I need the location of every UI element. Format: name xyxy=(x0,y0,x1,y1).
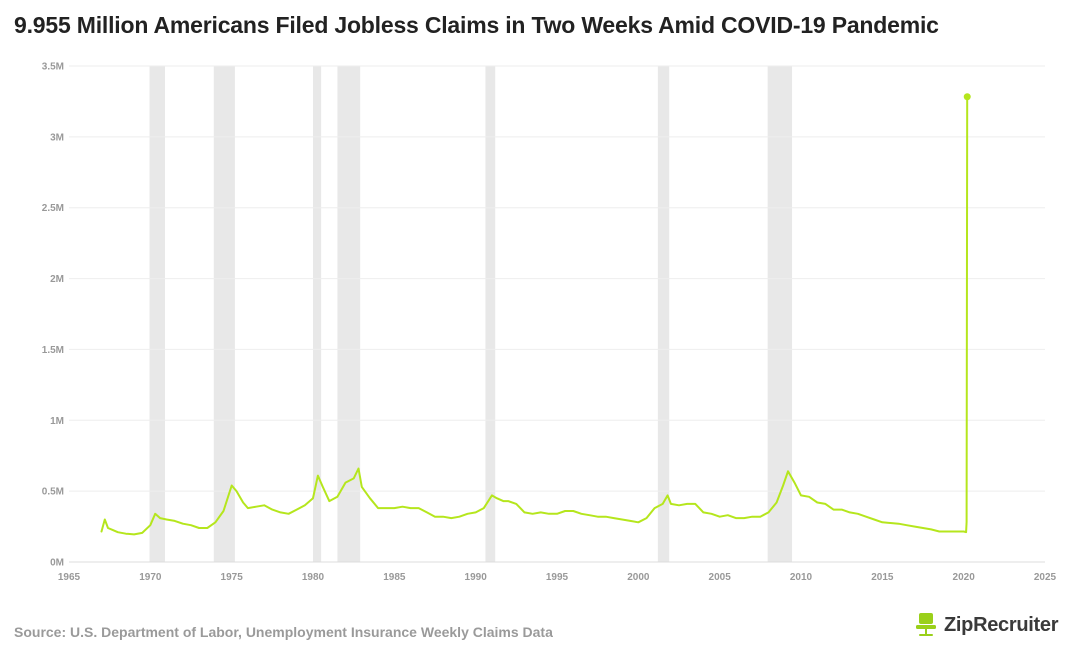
y-tick-label: 1.5M xyxy=(42,345,64,356)
x-tick-label: 2010 xyxy=(790,572,813,583)
x-tick-label: 1965 xyxy=(58,572,81,583)
x-tick-label: 1995 xyxy=(546,572,569,583)
x-axis-ticks: 1965 1970 1975 1980 1985 1990 1995 2000 2005 2010… xyxy=(58,572,1057,583)
x-tick-label: 1980 xyxy=(302,572,325,583)
y-tick-label: 0.5M xyxy=(42,487,64,498)
recession-band xyxy=(485,66,496,562)
x-tick-label: 2025 xyxy=(1034,572,1057,583)
logo-text: ZipRecruiter xyxy=(944,613,1059,636)
x-tick-label: 2015 xyxy=(871,572,894,583)
y-tick-label: 0M xyxy=(50,558,64,569)
y-tick-label: 2.5M xyxy=(42,203,64,214)
x-tick-label: 2000 xyxy=(627,572,650,583)
recession-band xyxy=(213,66,235,562)
x-tick-label: 2020 xyxy=(953,572,976,583)
y-tick-label: 1M xyxy=(50,416,64,427)
y-tick-label: 3.5M xyxy=(42,62,64,73)
y-tick-label: 3M xyxy=(50,132,64,143)
chair-icon xyxy=(916,613,936,636)
x-tick-label: 1970 xyxy=(139,572,162,583)
source-note: Source: U.S. Department of Labor, Unempl… xyxy=(14,624,553,640)
y-tick-label: 2M xyxy=(50,274,64,285)
recession-band xyxy=(657,66,670,562)
x-tick-label: 1985 xyxy=(383,572,406,583)
x-tick-label: 1990 xyxy=(465,572,488,583)
ziprecruiter-logo: ZipRecruiter xyxy=(914,612,1059,638)
y-axis-ticks: 0M 0.5M 1M 1.5M 2M 2.5M 3M 3.5M xyxy=(42,62,64,569)
series-line xyxy=(100,95,969,536)
latest-point-marker xyxy=(963,93,971,101)
gridlines xyxy=(69,65,1045,563)
recession-bands xyxy=(149,66,793,562)
series xyxy=(100,93,971,536)
recession-band xyxy=(149,66,165,562)
recession-band xyxy=(767,66,793,562)
x-tick-label: 2005 xyxy=(709,572,732,583)
chart-title: 9.955 Million Americans Filed Jobless Cl… xyxy=(14,12,939,38)
recession-band xyxy=(337,66,361,562)
x-tick-label: 1975 xyxy=(221,572,244,583)
recession-band xyxy=(313,66,322,562)
